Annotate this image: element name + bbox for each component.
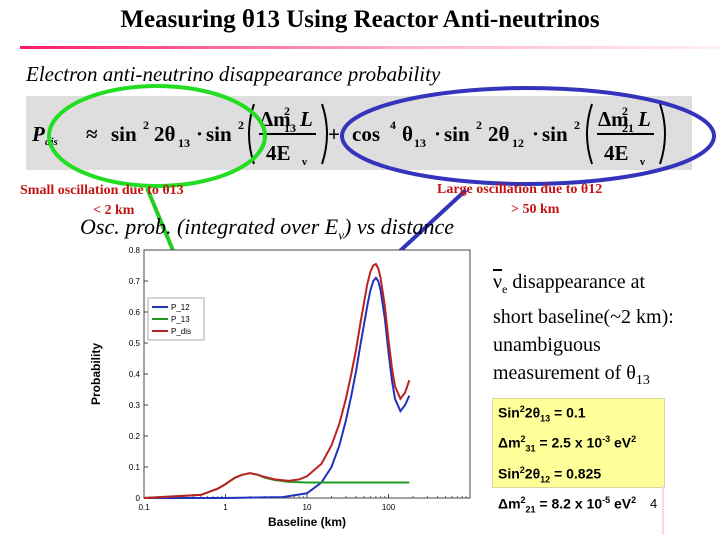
side-explanation: νe disappearance at short baseline(~2 km… <box>493 268 718 395</box>
x-tick-label: 1 <box>223 503 228 512</box>
y-tick-label: 0.8 <box>129 246 141 255</box>
side-line-3: unambiguous <box>493 334 601 356</box>
plot-title: Osc. prob. (integrated over Eν) vs dista… <box>80 214 454 243</box>
x-tick-label: 0.1 <box>138 503 150 512</box>
x-axis-label: Baseline (km) <box>268 515 346 529</box>
probability-chart: 00.10.20.30.40.50.60.70.8 0.1 1 10 100 P_12… <box>89 246 471 529</box>
y-tick-label: 0.3 <box>129 401 141 410</box>
plot-area <box>143 249 471 499</box>
y-axis: 0 0.1 0.2 0.3 0.4 0.5 0.6 0.7 0.8 <box>129 246 148 503</box>
formula-theta13: θ <box>402 122 413 146</box>
formula-4E-1: 4E <box>266 141 291 165</box>
formula-dot2: · <box>434 122 441 146</box>
y-tick-label: 0.7 <box>129 277 141 286</box>
large-oscillation-label: Large oscillation due to θ12 <box>437 182 603 197</box>
param-sin2-2theta12: Sin22θ12 = 0.825 <box>498 464 602 485</box>
y-tick-label: 0.5 <box>129 339 141 348</box>
disappearance-formula: P dis ≈ sin 2 2θ 13 · sin 2 Δm 2 13 L 4E… <box>31 103 666 168</box>
formula-cos-sup: 4 <box>390 118 396 132</box>
formula-sin4-sup: 2 <box>574 118 580 132</box>
y-tick-label: 0.4 <box>129 370 141 379</box>
series-p-dis <box>143 262 411 499</box>
title-underline <box>20 46 720 49</box>
formula-sin2: sin <box>206 122 232 146</box>
legend-label: P_12 <box>171 303 190 312</box>
side-line-2: short baseline(~2 km): <box>493 306 674 328</box>
formula-4E-2: 4E <box>604 141 629 165</box>
formula-angle12-sub: 12 <box>512 136 524 150</box>
formula-L2: L <box>637 107 651 131</box>
series-lines <box>143 262 411 499</box>
blue-ellipse-theta12 <box>340 86 716 186</box>
small-oscillation-range: < 2 km <box>93 203 135 218</box>
legend-label: P_dis <box>171 327 191 336</box>
param-sin2-2theta13: Sin22θ13 = 0.1 <box>498 404 586 424</box>
formula-dm21-sub: 21 <box>622 121 634 135</box>
formula-sin1: sin <box>111 122 137 146</box>
page-number: 4 <box>650 496 658 511</box>
small-oscillation-label: Small oscillation due to θ13 <box>20 183 184 198</box>
formula-L1: L <box>299 107 313 131</box>
formula-cos: cos <box>352 122 380 146</box>
formula-sin1-sup: 2 <box>143 118 149 132</box>
paren-right-2 <box>659 103 666 165</box>
x-tick-label: 10 <box>303 503 312 512</box>
formula-sin4: sin <box>542 122 568 146</box>
formula-dot3: · <box>532 122 539 146</box>
paren-right-1 <box>321 103 328 165</box>
y-tick-label: 0.6 <box>129 308 141 317</box>
formula-angle13: 2θ <box>154 122 176 146</box>
formula-approx: ≈ <box>86 122 98 146</box>
formula-4E-2-sub: ν <box>639 156 645 168</box>
y-tick-label: 0.1 <box>129 463 141 472</box>
formula-sin3-sup: 2 <box>476 118 482 132</box>
y-tick-label: 0.2 <box>129 432 141 441</box>
formula-dm13-sub: 13 <box>284 121 296 135</box>
chart-legend: P_12 P_13 P_dis <box>147 297 205 341</box>
green-ellipse-theta13 <box>47 84 267 188</box>
formula-theta13-sub: 13 <box>414 136 426 150</box>
formula-dm13-sup: 2 <box>284 104 290 118</box>
formula-dot1: · <box>196 122 203 146</box>
formula-dm21: Δm <box>598 107 629 131</box>
formula-sin2-sup: 2 <box>238 118 244 132</box>
slide-subtitle: Electron anti-neutrino disappearance pro… <box>26 62 441 86</box>
legend-label: P_13 <box>171 315 190 324</box>
side-line-1: νe disappearance at <box>493 271 646 296</box>
page-number-rule <box>662 485 664 535</box>
oscillation-parameters-box: Sin22θ13 = 0.1 Δm231 = 2.5 x 10-3 eV2 Si… <box>492 398 665 515</box>
param-dm2-21: Δm221 = 8.2 x 10-5 eV2 <box>498 495 637 515</box>
side-line-4: measurement of θ13 <box>493 362 650 388</box>
y-tick-label: 0 <box>136 494 141 503</box>
y-axis-label: Probability <box>89 343 103 405</box>
param-dm2-31: Δm231 = 2.5 x 10-3 eV2 <box>498 434 637 454</box>
formula-p: P <box>31 122 45 146</box>
large-oscillation-range: > 50 km <box>511 202 560 217</box>
formula-sin3: sin <box>444 122 470 146</box>
slide-title: Measuring θ13 Using Reactor Anti-neutrin… <box>120 6 600 33</box>
formula-4E-1-sub: ν <box>301 156 307 168</box>
formula-dm21-sup: 2 <box>622 104 628 118</box>
x-tick-label: 100 <box>382 503 396 512</box>
formula-angle13-sub: 13 <box>178 136 190 150</box>
paren-left-2 <box>586 103 593 165</box>
formula-plus: + <box>328 122 340 146</box>
formula-angle12: 2θ <box>488 122 510 146</box>
